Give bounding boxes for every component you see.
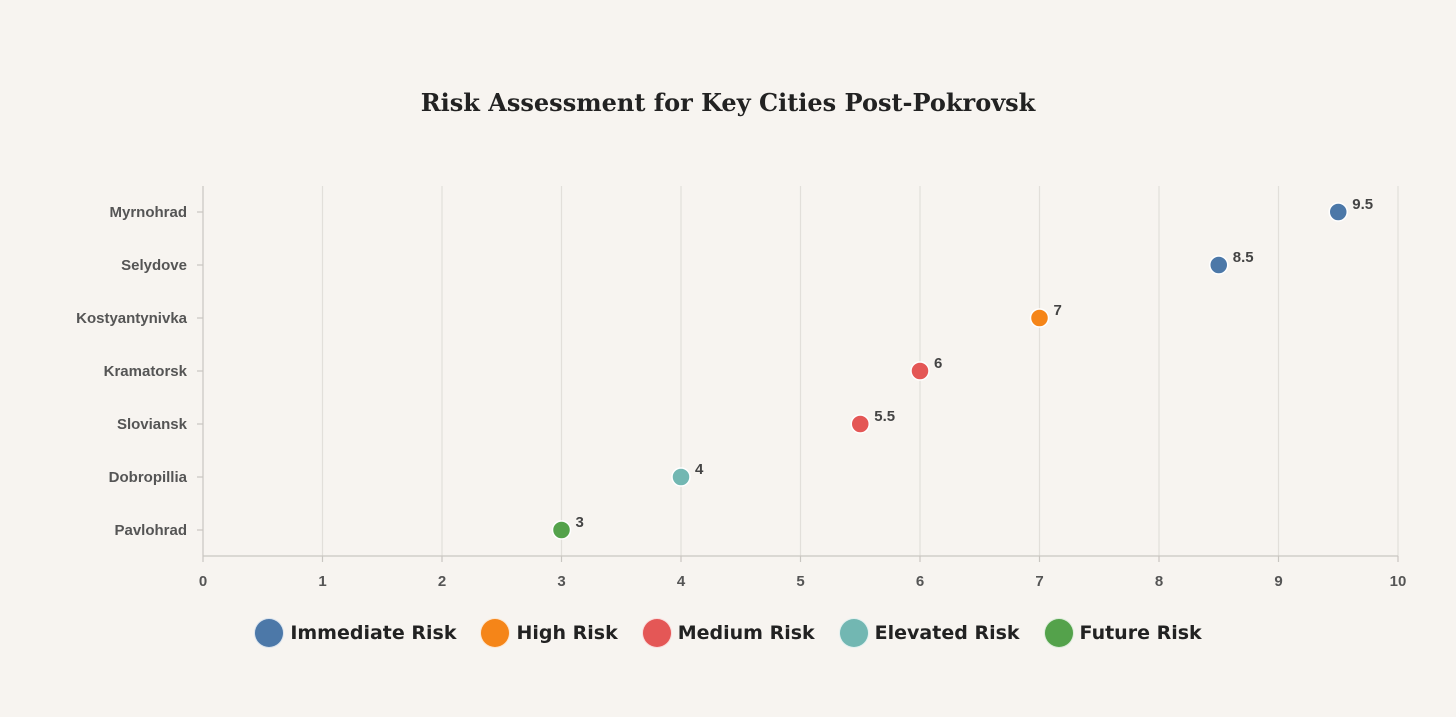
legend-label: Medium Risk [677,622,815,644]
legend-swatch [1043,618,1074,648]
legend-label: Elevated Risk [874,622,1020,644]
data-label: 4 [695,461,704,478]
y-category-label: Dobropillia [109,469,188,486]
legend-swatch [641,618,672,648]
chart-legend: Immediate Risk High Risk Medium Risk Elevat… [0,618,1456,648]
data-label: 6 [934,355,942,372]
data-label: 9.5 [1352,196,1373,213]
y-category-label: Myrnohrad [109,204,187,221]
legend-item: Future Risk [1043,618,1202,648]
data-point-kostyantynivka [1029,308,1050,328]
scatter-plot: 0 1 2 3 4 5 6 7 8 9 10 Myrnohrad Selydove Kostyantyni… [76,186,1407,590]
y-category-label: Sloviansk [117,416,188,433]
x-tick-label: 5 [796,573,804,590]
legend-label: Immediate Risk [290,622,457,644]
y-category-label: Selydove [121,257,187,274]
data-point-pavlohrad [551,520,572,540]
x-tick-label: 3 [557,573,565,590]
x-tick-label: 8 [1155,573,1163,590]
legend-swatch [480,618,511,648]
x-tick-label: 9 [1274,573,1282,590]
x-tick-label: 10 [1390,573,1407,590]
data-point-dobropillia [671,467,691,487]
legend-label: High Risk [516,622,618,644]
data-point-myrnohrad [1328,202,1348,222]
legend-item: High Risk [480,618,618,648]
data-label: 3 [576,514,584,531]
legend-item: Immediate Risk [254,618,456,648]
y-category-label: Kramatorsk [104,363,188,380]
legend-swatch [254,618,285,648]
data-label: 5.5 [874,408,895,425]
legend-item: Medium Risk [641,618,815,648]
x-tick-label: 4 [677,573,686,590]
x-tick-label: 1 [318,573,326,590]
x-tick-label: 2 [438,573,446,590]
legend-item: Elevated Risk [838,618,1020,648]
chart-title: Risk Assessment for Key Cities Post-Pokr… [420,88,1036,117]
x-tick-label: 7 [1035,573,1043,590]
data-label: 8.5 [1233,249,1254,266]
data-point-selydove [1209,255,1229,275]
legend-label: Future Risk [1079,622,1202,644]
y-category-label: Pavlohrad [114,522,187,539]
x-tick-label: 6 [916,573,924,590]
data-point-kramatorsk [910,361,930,381]
data-label: 7 [1054,302,1062,319]
y-category-label: Kostyantynivka [76,310,188,327]
x-tick-label: 0 [199,573,207,590]
legend-swatch [838,618,869,648]
data-point-sloviansk [850,414,870,434]
